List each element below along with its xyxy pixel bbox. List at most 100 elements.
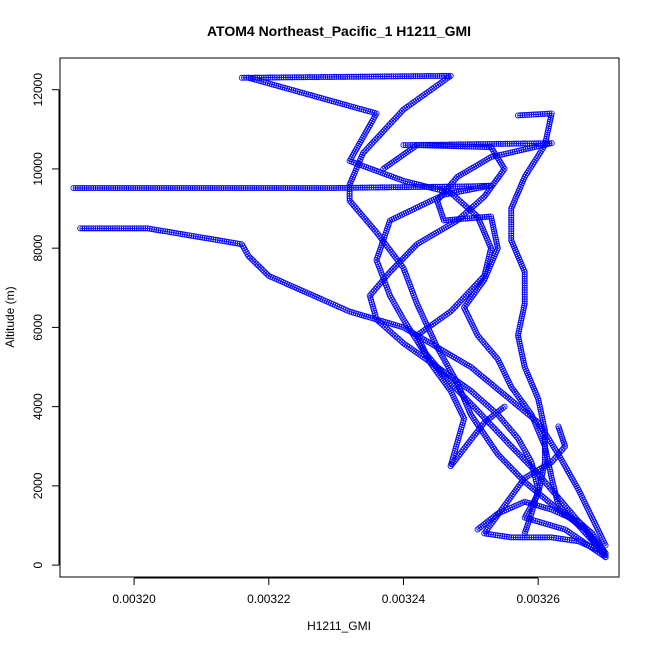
series-line — [403, 142, 606, 556]
data-point — [519, 313, 526, 320]
data-point — [521, 282, 528, 289]
data-point — [501, 151, 508, 158]
data-point — [410, 73, 417, 80]
data-point — [514, 332, 521, 339]
data-point — [322, 74, 329, 81]
plot-frame — [59, 57, 620, 578]
data-point — [219, 237, 226, 244]
data-point — [251, 184, 258, 191]
data-point — [519, 140, 526, 147]
data-point — [573, 538, 580, 545]
data-point — [503, 438, 510, 445]
data-point — [144, 225, 151, 232]
data-point — [403, 251, 410, 258]
data-point — [511, 468, 518, 475]
data-point — [370, 73, 377, 80]
data-point — [133, 225, 140, 232]
data-point — [475, 185, 482, 192]
data-point — [379, 184, 386, 191]
data-point — [295, 184, 302, 191]
data-point — [390, 184, 397, 191]
data-point — [435, 195, 442, 202]
data-point — [556, 450, 563, 457]
data-point — [154, 184, 161, 191]
data-point — [508, 230, 515, 237]
data-point — [311, 184, 318, 191]
data-point — [313, 74, 320, 81]
data-point — [138, 225, 145, 232]
data-point — [486, 404, 493, 411]
data-point — [545, 125, 552, 132]
data-point — [175, 230, 182, 237]
data-point — [179, 231, 186, 238]
data-point — [471, 404, 478, 411]
data-point — [198, 184, 205, 191]
data-point — [522, 140, 529, 147]
data-point — [520, 455, 527, 462]
data-point — [392, 73, 399, 80]
data-point — [520, 359, 527, 366]
data-point — [526, 140, 533, 147]
data-point — [575, 538, 582, 545]
data-point — [241, 74, 248, 81]
data-point — [514, 112, 521, 119]
data-point — [468, 186, 475, 193]
data-point — [388, 184, 395, 191]
data-point — [300, 184, 307, 191]
data-point — [304, 184, 311, 191]
data-point — [478, 276, 485, 283]
data-point — [255, 184, 262, 191]
data-point — [392, 332, 399, 339]
data-point — [348, 73, 355, 80]
data-point — [548, 459, 555, 466]
data-point — [518, 347, 525, 354]
data-point — [508, 234, 515, 241]
data-point — [397, 109, 404, 116]
data-point — [160, 184, 167, 191]
data-point — [486, 141, 493, 148]
data-point — [164, 228, 171, 235]
data-point — [392, 262, 399, 269]
data-point — [130, 184, 137, 191]
data-point — [262, 184, 269, 191]
data-point — [171, 184, 178, 191]
data-point — [247, 254, 254, 261]
data-point — [458, 297, 465, 304]
data-point — [464, 143, 471, 150]
data-point — [510, 534, 517, 541]
data-point — [511, 148, 518, 155]
data-point — [77, 184, 84, 191]
data-point — [508, 221, 515, 228]
data-point — [473, 406, 480, 413]
data-point — [398, 108, 405, 115]
data-point — [238, 184, 245, 191]
data-point — [418, 142, 425, 149]
data-point — [553, 453, 560, 460]
data-point — [464, 204, 471, 211]
data-point — [515, 336, 522, 343]
data-point — [375, 317, 382, 324]
data-point — [149, 184, 156, 191]
data-point — [381, 73, 388, 80]
data-point — [521, 293, 528, 300]
data-point — [518, 454, 525, 461]
data-point — [366, 143, 373, 150]
data-point — [519, 351, 526, 358]
data-point — [369, 140, 376, 147]
data-point — [159, 227, 166, 234]
data-point — [390, 117, 397, 124]
data-point — [515, 472, 522, 479]
data-point — [515, 334, 522, 341]
data-point — [88, 184, 95, 191]
data-point — [556, 504, 563, 511]
data-point — [515, 328, 522, 335]
data-point — [127, 184, 134, 191]
data-point — [477, 196, 484, 203]
data-point — [136, 184, 143, 191]
data-point — [302, 74, 309, 81]
data-point — [517, 452, 524, 459]
data-point — [404, 142, 411, 149]
data-point — [236, 184, 243, 191]
data-point — [508, 232, 515, 239]
